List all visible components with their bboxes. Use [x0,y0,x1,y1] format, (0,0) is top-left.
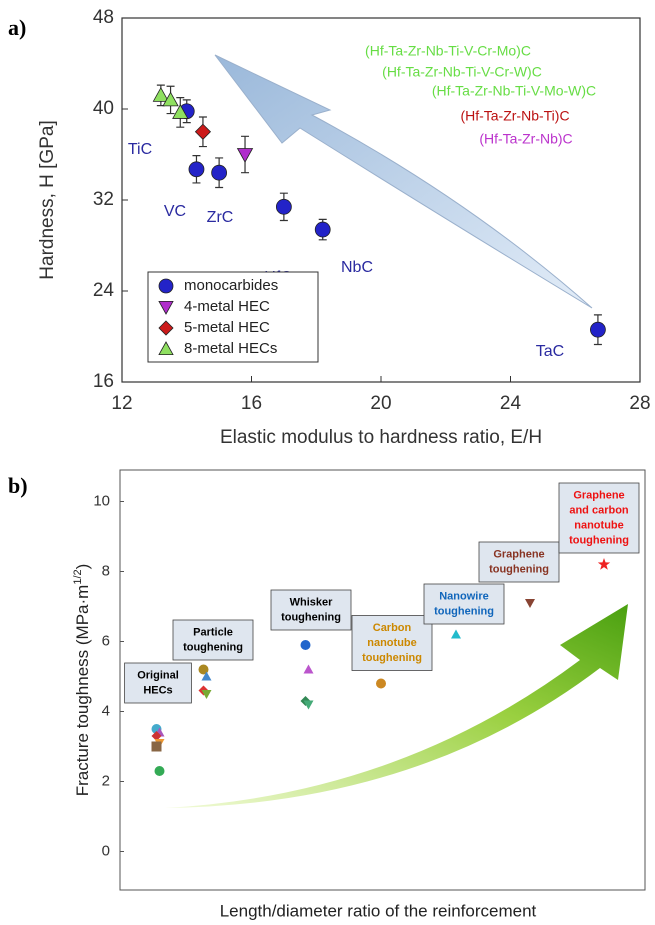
data-point [597,558,611,570]
group-label: Original [137,669,179,681]
y-tick-label: 4 [102,702,110,719]
plot-frame [119,469,646,891]
data-point [376,678,386,689]
y-tick-label: 2 [102,772,110,789]
group-label-box [172,619,254,661]
data-point [194,123,212,140]
legend-box [147,271,319,363]
group-label: and carbon [569,504,629,516]
x-tick-label: 20 [370,393,391,414]
group-label-box [124,662,192,704]
data-point [158,320,174,336]
trend-arrow [165,604,628,808]
group-label: Nanowire [439,590,489,602]
annotation: (Hf-Ta-Zr-Nb-Ti-V-Mo-W)C [432,83,596,99]
y-tick-label: 6 [102,632,110,649]
group-label: toughening [281,611,341,623]
group-label-box [423,583,505,625]
y-axis-title: Hardness, H [GPa] [37,120,58,279]
x-axis-title: Length/diameter ratio of the reinforceme… [220,901,537,920]
panel-label: a) [8,15,26,40]
data-point [151,741,162,752]
data-point [451,629,461,639]
data-point [158,278,174,294]
group-label: Carbon [373,622,412,634]
data-point [158,300,174,315]
annotation: (Hf-Ta-Zr-Nb-Ti)C [460,108,569,124]
group-label: toughening [183,641,243,653]
data-point [151,731,162,741]
y-tick-label: 0 [102,842,110,859]
data-point [158,341,174,356]
x-tick-label: 12 [111,393,132,414]
x-tick-label: 24 [500,393,522,414]
group-label: Graphene [493,548,544,560]
y-axis-title-part: Fracture toughness (MPa·m [73,585,92,797]
data-point [162,91,179,107]
data-point [188,161,205,178]
data-point [172,104,189,119]
group-label-box [270,589,352,631]
panel-label: b) [8,473,28,498]
point-label: ZrC [207,209,234,226]
annotation: (Hf-Ta-Zr-Nb)C [479,131,572,147]
data-point [275,198,292,215]
trend-arrow [214,54,593,309]
data-point [152,87,170,102]
point-label: TiC [128,141,152,158]
data-point [590,321,606,338]
point-label: VC [164,203,186,220]
data-point [154,766,165,776]
annotation: (Hf-Ta-Zr-Nb-Ti-V-Cr-W)C [382,64,542,80]
data-point [314,221,331,238]
y-tick-label: 8 [102,562,110,579]
data-point [303,700,314,710]
y-axis-title: Fracture toughness (MPa·m1/2) [72,564,93,797]
group-label: Particle [193,626,233,638]
y-tick-label: 48 [93,7,114,28]
data-point [236,148,254,163]
group-label: HECs [143,684,172,696]
annotation: (Hf-Ta-Zr-Nb-Ti-V-Cr-Mo)C [365,43,531,59]
y-tick-label: 16 [93,371,114,392]
x-tick-label: 28 [629,393,650,414]
data-point [201,690,212,699]
group-label: toughening [489,563,549,575]
y-tick-label: 24 [93,280,115,301]
group-label: toughening [434,605,494,617]
y-axis-title-part: 1/2 [72,569,84,584]
x-axis-title: Elastic modulus to hardness ratio, E/H [220,427,542,448]
legend-label: 8-metal HECs [184,340,277,357]
group-label-box [478,541,560,583]
data-point [525,599,535,608]
group-label: Whisker [290,596,334,608]
group-label-box [558,482,640,554]
group-label: toughening [569,534,629,546]
data-point [303,664,314,674]
legend-label: 4-metal HEC [184,298,270,315]
group-label: Graphene [573,489,624,501]
legend-label: 5-metal HEC [184,319,270,336]
y-tick-label: 40 [93,98,114,119]
y-axis-title-part: ) [73,564,92,570]
group-label-box [351,615,433,671]
data-point [211,164,228,181]
point-label: NbC [341,259,373,276]
y-tick-label: 32 [93,189,114,210]
data-point [201,671,212,681]
point-label: TaC [536,343,564,360]
x-tick-label: 16 [241,393,262,414]
y-tick-label: 10 [93,492,110,509]
group-label: nanotube [574,519,624,531]
legend-label: monocarbides [184,277,278,294]
data-point [300,640,311,650]
group-label: toughening [362,652,422,664]
group-label: nanotube [367,637,417,649]
data-point [198,664,209,675]
